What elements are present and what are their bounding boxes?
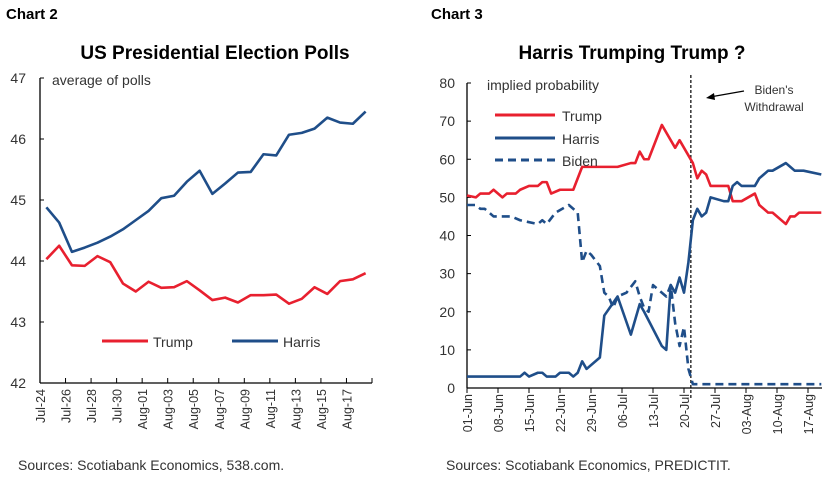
x-tick-label: Jul-26 [60, 389, 74, 423]
legend-label-harris: Harris [562, 131, 599, 147]
y-tick-label: 45 [10, 192, 26, 208]
annotation-arrow [706, 90, 745, 100]
y-tick-label: 70 [439, 113, 455, 129]
y-tick-label: 47 [10, 70, 26, 86]
y-tick-label: 0 [447, 380, 455, 396]
x-tick-label: Aug-15 [315, 389, 329, 429]
x-tick-label: Jul-30 [111, 389, 125, 423]
y-tick-label: 43 [10, 314, 26, 330]
y-tick-label: 20 [439, 304, 455, 320]
x-tick-label: Aug-01 [136, 389, 150, 429]
x-tick-label: 27-Jul [709, 394, 723, 428]
x-tick-label: 06-Jul [616, 394, 630, 428]
y-tick-label: 30 [439, 266, 455, 282]
x-tick-label: 01-Jun [461, 394, 475, 432]
x-tick-label: 17-Aug [802, 394, 816, 434]
y-tick-label: 46 [10, 131, 26, 147]
x-tick-label: Aug-03 [162, 389, 176, 429]
legend-label-trump: Trump [562, 108, 602, 124]
chart-2: US Presidential Election Polls average o… [10, 43, 373, 473]
chart-number-left: Chart 2 [6, 6, 58, 23]
x-tick-label: Aug-07 [213, 389, 227, 429]
legend-label-trump: Trump [153, 334, 193, 350]
series-line-harris [45, 110, 367, 254]
y-tick-label: 40 [439, 228, 455, 244]
x-tick-label: 22-Jun [554, 394, 568, 432]
x-tick-label: 15-Jun [523, 394, 537, 432]
series-line-trump [45, 244, 367, 306]
legend-label-biden: Biden [562, 153, 598, 169]
y-tick-label: 42 [10, 375, 26, 391]
x-tick-label: Aug-11 [264, 389, 278, 428]
x-tick-label: 03-Aug [740, 394, 754, 434]
x-tick-label: 13-Jul [647, 394, 661, 428]
x-tick-label: Jul-28 [85, 389, 99, 423]
chart-title: US Presidential Election Polls [80, 43, 349, 64]
x-tick-label: Jul-24 [34, 389, 48, 423]
y-tick-label: 80 [439, 75, 455, 91]
y-tick-label: 44 [10, 253, 26, 269]
x-tick-label: 10-Aug [771, 394, 785, 434]
chart-number-right: Chart 3 [431, 6, 483, 23]
chart-title: Harris Trumping Trump ? [519, 43, 746, 64]
annotation-line-2: Withdrawal [744, 100, 803, 114]
series-line-harris [467, 161, 822, 378]
y-axis-label: implied probability [487, 77, 599, 93]
x-tick-label: Aug-09 [238, 389, 252, 429]
y-tick-label: 10 [439, 342, 455, 358]
x-tick-label: 29-Jun [585, 394, 599, 432]
y-tick-label: 60 [439, 151, 455, 167]
chart-3: Harris Trumping Trump ? implied probabil… [439, 43, 822, 473]
annotation-line-1: Biden's [755, 83, 794, 97]
y-tick-label: 50 [439, 189, 455, 205]
source-note: Sources: Scotiabank Economics, 538.com. [18, 457, 284, 473]
legend-label-harris: Harris [283, 334, 320, 350]
source-note: Sources: Scotiabank Economics, PREDICTIT… [446, 457, 731, 473]
x-tick-label: Aug-17 [340, 389, 354, 429]
x-tick-label: 08-Jun [492, 394, 506, 432]
series-line-trump [466, 123, 822, 226]
x-tick-label: Aug-13 [289, 389, 303, 429]
series-line-biden [467, 203, 822, 386]
y-axis-label: average of polls [52, 72, 151, 88]
x-tick-label: Aug-05 [187, 389, 201, 429]
x-tick-label: 20-Jul [678, 394, 692, 428]
